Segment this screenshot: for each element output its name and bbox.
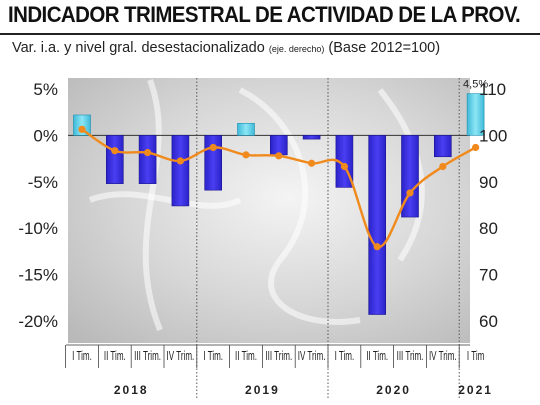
category-label: I Tim.: [335, 349, 355, 363]
chart-subtitle: Var. i.a. y nivel gral. desestacionaliza…: [12, 40, 440, 56]
bar: [466, 93, 485, 136]
right-y-axis: 110 100 90 80 70 60: [479, 80, 507, 331]
title-divider: [0, 33, 540, 35]
year-label: 2020: [376, 383, 411, 397]
x-axis: I Tim. II Tim. III Trim. IV Trim. I Tim. II T…: [65, 344, 484, 368]
bar: [106, 135, 124, 184]
year-dividers: [196, 78, 460, 400]
line-point: [406, 189, 414, 197]
bar: [401, 135, 419, 218]
bar-series: [73, 93, 485, 315]
category-label: III Trim.: [134, 349, 161, 363]
bar: [269, 135, 288, 156]
left-tick-label: -15%: [18, 266, 58, 285]
line-point: [111, 147, 119, 155]
subtitle-base: (Base 2012=100): [328, 40, 441, 56]
category-label: IV Trim.: [298, 349, 326, 363]
data-labels: 4,5%: [463, 79, 488, 91]
category-label: IV Trim.: [429, 349, 457, 363]
left-tick-label: -20%: [18, 312, 58, 331]
right-tick-label: 90: [479, 173, 498, 192]
line-point: [78, 125, 86, 133]
right-tick-label: 80: [479, 219, 498, 238]
category-label: IV Trim.: [167, 349, 195, 363]
subtitle-note: (eje. derecho): [268, 44, 325, 54]
bar: [433, 135, 452, 158]
right-tick-label: 70: [479, 266, 498, 285]
line-point: [209, 143, 217, 152]
bar: [73, 114, 91, 136]
right-tick-label: 100: [479, 126, 507, 145]
right-tick-label: 110: [479, 80, 506, 99]
line-point: [275, 152, 283, 160]
line-point: [439, 162, 447, 171]
left-tick-label: -5%: [28, 173, 58, 192]
left-tick-label: -10%: [18, 219, 58, 238]
category-label: II Tim.: [104, 349, 126, 363]
line-point: [308, 159, 316, 167]
year-label: 2019: [245, 383, 280, 397]
left-tick-label: 5%: [33, 80, 58, 99]
line-point: [176, 157, 184, 165]
category-label: III Trim.: [397, 349, 424, 363]
line-point: [373, 243, 381, 251]
bar: [171, 135, 190, 207]
category-label: I Tim: [467, 349, 484, 363]
line-point: [340, 162, 348, 171]
bar: [204, 135, 222, 191]
year-axis: 2018 2019 2020 2021: [114, 383, 493, 397]
year-label: 2018: [114, 383, 149, 397]
line-point: [472, 143, 480, 152]
category-label: II Tim.: [235, 349, 257, 363]
bar: [138, 135, 157, 184]
level-line-series: [78, 125, 480, 251]
bar: [302, 135, 321, 140]
category-label: I Tim.: [203, 349, 223, 363]
bar: [368, 135, 387, 315]
bar: [237, 123, 255, 136]
subtitle-main: Var. i.a. y nivel gral. desestacionaliza…: [12, 40, 265, 56]
category-label: I Tim.: [72, 349, 92, 363]
chart-title: INDICADOR TRIMESTRAL DE ACTIVIDAD DE LA …: [8, 2, 521, 27]
left-tick-label: 0%: [33, 126, 58, 145]
line-point: [242, 151, 250, 159]
data-label: 4,5%: [463, 79, 488, 91]
left-y-axis: 5% 0% -5% -10% -15% -20%: [18, 80, 58, 331]
category-label: III Trim.: [265, 349, 292, 363]
right-tick-label: 60: [479, 312, 498, 331]
line-point: [144, 148, 152, 157]
year-label: 2021: [458, 383, 493, 397]
category-label: II Tim.: [366, 349, 388, 363]
